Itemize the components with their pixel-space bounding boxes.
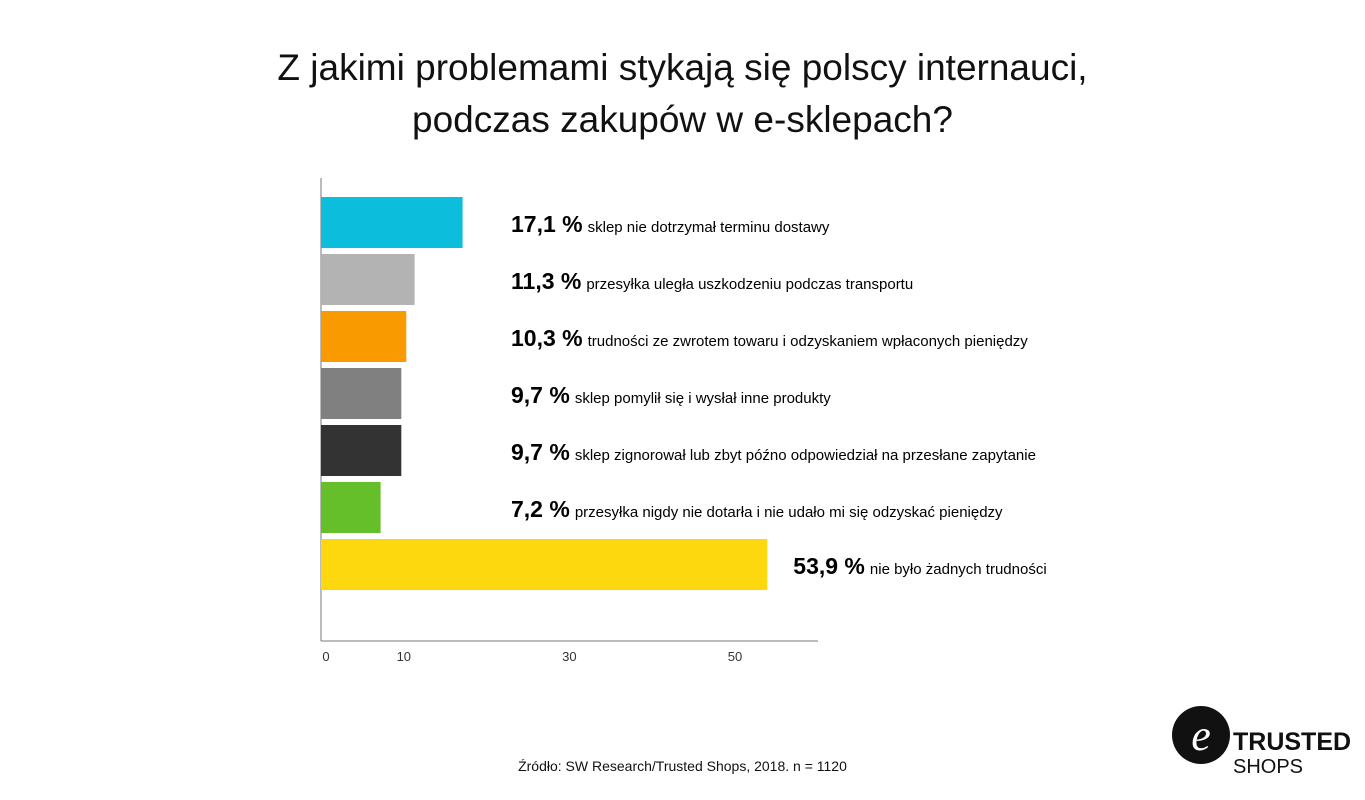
bar-category-label: sklep nie dotrzymał terminu dostawy: [588, 219, 830, 236]
bar-value-label: 7,2 %: [511, 496, 570, 522]
bar-value-label: 17,1 %: [511, 211, 583, 237]
bar: [321, 539, 768, 590]
logo-mark: e: [1191, 711, 1211, 760]
x-tick-label: 10: [397, 649, 411, 664]
bar: [321, 368, 402, 419]
bar-category-label: przesyłka uległa uszkodzeniu podczas tra…: [586, 276, 913, 293]
bar: [321, 482, 381, 533]
bar-label: 7,2 % przesyłka nigdy nie dotarła i nie u…: [511, 496, 1003, 522]
bar: [321, 254, 415, 305]
bar-value-label: 9,7 %: [511, 382, 570, 408]
bar-label: 11,3 % przesyłka uległa uszkodzeniu podcz…: [511, 268, 913, 294]
bar-category-label: sklep zignorował lub zbyt późno odpowied…: [575, 447, 1036, 464]
bar-label: 9,7 % sklep zignorował lub zbyt późno odp…: [511, 439, 1036, 465]
bar-category-label: nie było żadnych trudności: [870, 561, 1047, 578]
bar-label: 10,3 % trudności ze zwrotem towaru i odzy…: [511, 325, 1028, 351]
bar-value-label: 11,3 %: [511, 268, 581, 294]
bar-label: 9,7 % sklep pomylił się i wysłał inne pro…: [511, 382, 831, 408]
logo-text-trusted: TRUSTED: [1233, 728, 1350, 756]
bar: [321, 311, 407, 362]
bar: [321, 425, 402, 476]
trusted-shops-logo: e TRUSTED SHOPS: [1172, 706, 1350, 775]
logo-seal-icon: [1172, 706, 1230, 764]
chart-title-line1: Z jakimi problemami stykają się polscy i…: [277, 47, 1088, 88]
bar-category-label: przesyłka nigdy nie dotarła i nie udało …: [575, 504, 1003, 521]
bar-category-label: sklep pomylił się i wysłał inne produkty: [575, 390, 831, 407]
source-note: Źródło: SW Research/Trusted Shops, 2018.…: [518, 758, 847, 774]
bar-value-label: 10,3 %: [511, 325, 583, 351]
chart-title: Z jakimi problemami stykają się polscy i…: [0, 42, 1365, 146]
x-tick-label: 0: [322, 649, 329, 664]
logo-text-shops: SHOPS: [1233, 756, 1303, 775]
bar-value-label: 9,7 %: [511, 439, 570, 465]
bar: [321, 197, 463, 248]
bar-label: 53,9 % nie było żadnych trudności: [793, 553, 1046, 579]
bar-value-label: 53,9 %: [793, 553, 865, 579]
chart-title-line2: podczas zakupów w e-sklepach?: [412, 99, 953, 140]
bar-category-label: trudności ze zwrotem towaru i odzyskanie…: [588, 333, 1029, 350]
bar-label: 17,1 % sklep nie dotrzymał terminu dostaw…: [511, 211, 830, 237]
x-tick-label: 30: [562, 649, 576, 664]
x-tick-label: 50: [728, 649, 742, 664]
